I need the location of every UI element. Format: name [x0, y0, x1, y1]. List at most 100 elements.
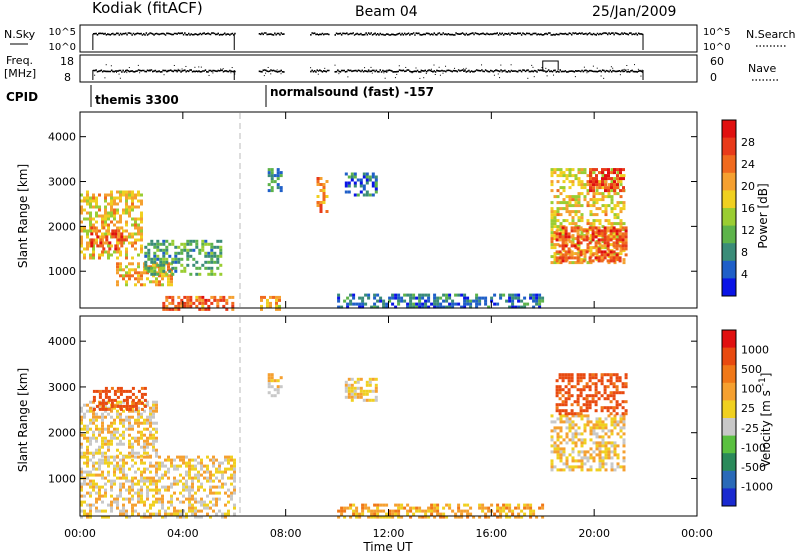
power-cell: [391, 296, 395, 300]
velocity-cell: [589, 438, 593, 442]
power-cell: [571, 210, 575, 214]
power-cell: [601, 177, 604, 181]
power-cell: [604, 177, 607, 181]
velocity-cell: [143, 418, 146, 422]
power-cell: [137, 193, 140, 197]
velocity-cell: [565, 456, 569, 460]
power-cell: [622, 177, 625, 181]
velocity-cell: [206, 512, 209, 516]
velocity-cell: [561, 403, 565, 407]
velocity-cell: [409, 515, 413, 519]
velocity-cell: [119, 418, 122, 422]
power-cell: [210, 269, 214, 273]
velocity-cell: [553, 444, 557, 448]
velocity-cell: [367, 515, 371, 519]
nave-point: [173, 64, 175, 66]
power-cell: [228, 295, 232, 299]
power-cell: [116, 241, 119, 245]
velocity-cell: [586, 450, 590, 454]
velocity-cell: [622, 417, 626, 421]
velocity-cell: [598, 447, 602, 451]
colorbar-tick-label: -100: [741, 441, 766, 454]
velocity-cell: [104, 415, 107, 419]
power-cell: [469, 302, 473, 306]
nave-point: [198, 66, 200, 68]
power-cell: [231, 301, 235, 305]
power-cell: [586, 201, 590, 205]
power-cell: [615, 256, 619, 260]
velocity-cell: [394, 512, 398, 516]
velocity-cell: [194, 458, 197, 462]
velocity-cell: [200, 509, 203, 513]
power-cell: [556, 225, 560, 229]
velocity-cell: [110, 485, 113, 489]
power-cell: [98, 208, 101, 212]
velocity-cell: [203, 488, 206, 492]
velocity-cell: [356, 392, 360, 396]
power-cell: [89, 256, 92, 260]
power-cell: [564, 238, 568, 242]
velocity-cell: [571, 423, 575, 427]
velocity-cell: [104, 427, 107, 431]
velocity-cell: [562, 447, 566, 451]
power-cell: [319, 207, 323, 210]
power-cell: [125, 223, 128, 227]
velocity-cell: [230, 467, 233, 471]
velocity-cell: [598, 420, 602, 424]
velocity-cell: [567, 394, 571, 398]
velocity-cell: [591, 397, 595, 401]
velocity-cell: [568, 429, 572, 433]
power-cell: [105, 229, 109, 233]
power-cell: [570, 241, 574, 245]
power-cell: [577, 177, 581, 181]
velocity-cell: [212, 455, 215, 459]
power-cell: [559, 171, 563, 175]
velocity-cell: [131, 442, 134, 446]
velocity-cell: [556, 417, 560, 421]
power-cell: [275, 301, 278, 305]
velocity-cell: [119, 439, 122, 443]
power-cell: [198, 301, 202, 305]
velocity-cell: [140, 515, 143, 519]
power-cell: [207, 242, 211, 246]
velocity-cell: [609, 391, 613, 395]
power-cell: [89, 217, 92, 221]
velocity-cell: [556, 438, 560, 442]
power-cell: [562, 180, 566, 184]
power-cell: [589, 228, 593, 232]
power-cell: [131, 205, 134, 209]
power-cell: [555, 235, 559, 239]
velocity-cell: [418, 509, 422, 513]
power-cell: [319, 201, 323, 204]
power-cell: [159, 266, 163, 270]
velocity-cell: [502, 506, 506, 510]
velocity-cell: [158, 497, 161, 501]
power-cell: [619, 201, 623, 205]
velocity-cell: [167, 476, 170, 480]
power-cell: [137, 232, 140, 236]
velocity-cell: [370, 509, 374, 513]
velocity-cell: [559, 441, 563, 445]
power-cell: [559, 207, 563, 211]
velocity-cell: [146, 403, 149, 407]
power-cell: [558, 250, 562, 254]
velocity-cell: [362, 392, 366, 396]
velocity-cell: [607, 456, 611, 460]
power-cell: [589, 246, 593, 250]
velocity-cell: [233, 512, 236, 516]
velocity-cell: [606, 397, 610, 401]
velocity-cell: [564, 403, 568, 407]
nave-point: [118, 73, 120, 75]
freq-unit-label: [MHz]: [4, 67, 36, 80]
power-cell: [571, 204, 575, 208]
velocity-cell: [161, 500, 164, 504]
power-cell: [153, 251, 157, 255]
velocity-cell: [233, 473, 236, 477]
velocity-cell: [185, 473, 188, 477]
velocity-cell: [206, 476, 209, 480]
power-cell: [120, 241, 124, 245]
power-cell: [541, 296, 545, 300]
power-cell: [597, 226, 601, 230]
power-cell: [427, 305, 431, 309]
power-cell: [167, 277, 170, 281]
